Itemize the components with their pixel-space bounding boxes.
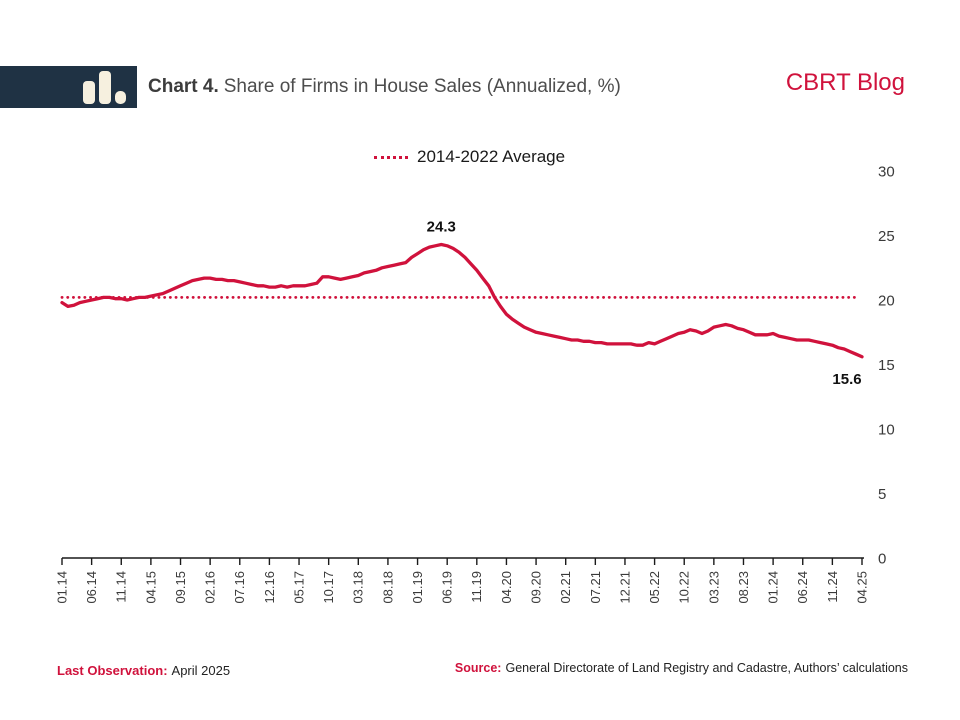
last-observation-label: Last Observation: (57, 663, 168, 678)
source-note: Source: General Directorate of Land Regis… (455, 661, 908, 675)
x-tick-label: 11.19 (469, 571, 484, 603)
y-tick-label: 10 (878, 422, 895, 439)
chart-title-text: Share of Firms in House Sales (Annualize… (223, 76, 621, 97)
x-tick-label: 03.23 (706, 571, 721, 604)
y-tick-label: 0 (878, 551, 886, 568)
data-point-label: 15.6 (832, 371, 861, 388)
legend-label: 2014-2022 Average (417, 147, 566, 166)
x-tick-label: 08.23 (736, 571, 751, 604)
x-tick-label: 01.19 (410, 571, 425, 604)
x-tick-label: 05.22 (647, 571, 662, 604)
x-tick-label: 07.16 (232, 571, 247, 604)
bar-chart-icon-bar (99, 71, 111, 104)
data-point-label: 24.3 (427, 219, 456, 236)
x-tick-label: 12.21 (617, 571, 632, 604)
series-line (60, 242, 864, 359)
x-tick-label: 07.21 (588, 571, 603, 604)
x-tick-label: 10.22 (677, 571, 692, 604)
x-tick-label: 02.16 (203, 571, 218, 604)
y-tick-label: 15 (878, 357, 895, 374)
y-tick-label: 30 (878, 164, 895, 181)
x-tick-label: 04.15 (143, 571, 158, 604)
x-tick-label: 05.17 (291, 571, 306, 604)
x-tick-label: 11.14 (114, 571, 129, 603)
source-value: General Directorate of Land Registry and… (505, 661, 908, 675)
cbrt-blog-link[interactable]: CBRT Blog (785, 69, 905, 96)
x-tick-label: 06.14 (84, 571, 99, 604)
average-line-swatch (374, 155, 408, 159)
bar-chart-icon (81, 68, 129, 104)
x-tick-label: 03.18 (351, 571, 366, 604)
bar-chart-icon-bar (115, 91, 126, 104)
x-tick-label: 04.20 (499, 571, 514, 604)
y-tick-label: 25 (878, 228, 895, 245)
x-tick-label: 01.24 (766, 571, 781, 604)
cbrt-logo (0, 66, 137, 108)
source-label: Source: (454, 661, 502, 675)
x-tick-label: 09.15 (173, 571, 188, 604)
x-tick-label: 01.14 (54, 571, 69, 604)
x-tick-label: 08.18 (380, 571, 395, 604)
bar-chart-icon-bar (83, 81, 95, 104)
x-tick-label: 06.24 (795, 571, 810, 604)
x-tick-label: 09.20 (528, 571, 543, 604)
y-tick-label: 20 (878, 293, 895, 310)
line-chart: 01.14 06.14 11.14 04.15 09.15 02.16 07.16 12.16… (54, 164, 895, 604)
last-observation-value: April 2025 (171, 663, 231, 678)
y-tick-label: 5 (878, 486, 886, 503)
x-tick-label: 10.17 (321, 571, 336, 604)
chart-title-prefix: Chart 4. (148, 76, 219, 97)
x-tick-label: 12.16 (262, 571, 277, 604)
x-tick-label: 02.21 (558, 571, 573, 604)
x-tick-label: 06.19 (440, 571, 455, 604)
chart-title: Chart 4. Share of Firms in House Sales (A… (148, 76, 621, 98)
x-tick-label: 11.24 (825, 571, 840, 603)
x-tick-label: 04.25 (854, 571, 869, 604)
legend: 2014-2022 Average (374, 147, 565, 167)
last-observation-note: Last Observation: April 2025 (57, 663, 230, 678)
